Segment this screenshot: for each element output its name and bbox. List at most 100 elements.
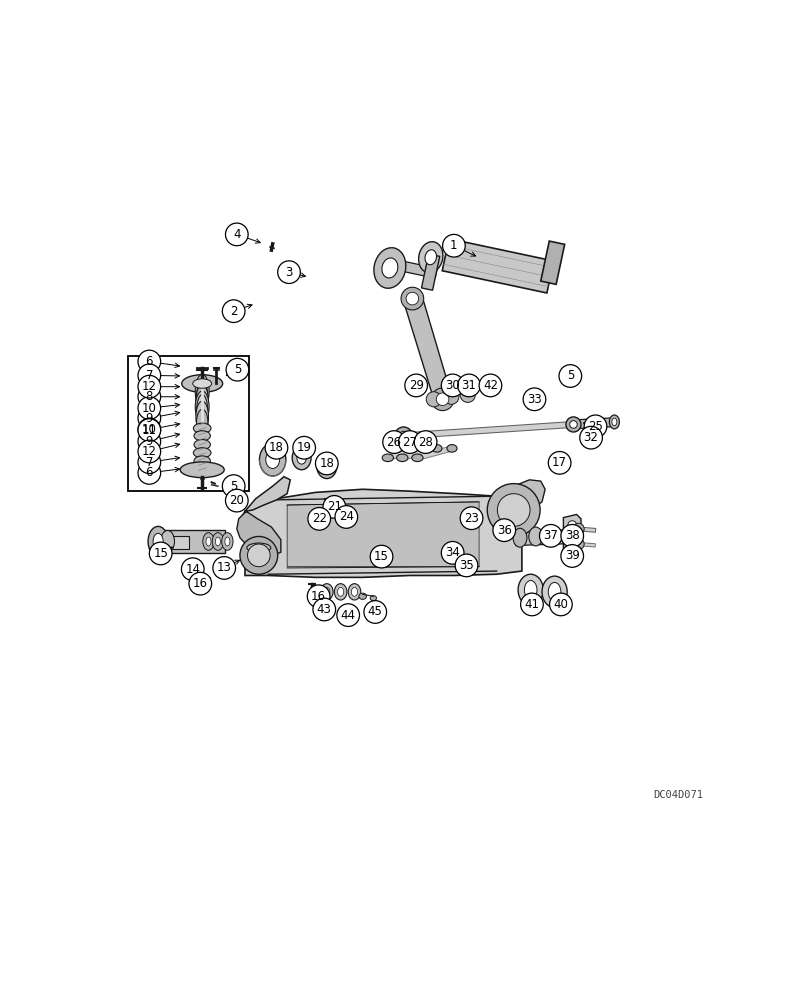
Circle shape xyxy=(225,223,248,246)
Ellipse shape xyxy=(225,537,230,546)
Ellipse shape xyxy=(203,533,214,550)
Circle shape xyxy=(189,572,212,595)
Text: 9: 9 xyxy=(145,412,153,425)
Polygon shape xyxy=(154,536,189,549)
Text: 4: 4 xyxy=(233,228,240,241)
Polygon shape xyxy=(395,260,436,278)
Circle shape xyxy=(455,554,477,577)
Circle shape xyxy=(441,374,463,397)
Circle shape xyxy=(398,431,421,453)
Polygon shape xyxy=(287,502,478,567)
Ellipse shape xyxy=(195,391,209,423)
Text: 32: 32 xyxy=(583,431,598,444)
Ellipse shape xyxy=(513,528,526,547)
Text: DC04D071: DC04D071 xyxy=(653,790,703,800)
Text: 42: 42 xyxy=(483,379,497,392)
Circle shape xyxy=(138,350,161,373)
Circle shape xyxy=(520,593,543,616)
Circle shape xyxy=(312,598,335,621)
Text: 18: 18 xyxy=(268,441,284,454)
Circle shape xyxy=(293,436,315,459)
Circle shape xyxy=(431,388,453,411)
Ellipse shape xyxy=(195,401,208,433)
Ellipse shape xyxy=(316,453,337,479)
Text: 38: 38 xyxy=(564,529,579,542)
Polygon shape xyxy=(421,254,440,290)
Text: 7: 7 xyxy=(145,456,153,469)
Text: 5: 5 xyxy=(566,369,573,382)
Circle shape xyxy=(547,452,570,474)
Ellipse shape xyxy=(396,454,407,462)
Ellipse shape xyxy=(196,381,208,412)
Ellipse shape xyxy=(195,374,209,409)
Circle shape xyxy=(382,431,405,453)
Circle shape xyxy=(492,519,515,541)
Text: 22: 22 xyxy=(311,512,326,525)
Circle shape xyxy=(138,407,161,429)
Text: 12: 12 xyxy=(142,380,157,393)
Ellipse shape xyxy=(292,446,311,470)
Ellipse shape xyxy=(196,395,208,429)
Ellipse shape xyxy=(196,409,208,435)
Text: 28: 28 xyxy=(418,436,432,449)
Ellipse shape xyxy=(265,451,279,469)
Text: 10: 10 xyxy=(142,402,157,415)
Text: 45: 45 xyxy=(367,605,382,618)
Ellipse shape xyxy=(320,584,333,600)
Text: 30: 30 xyxy=(444,379,460,392)
Circle shape xyxy=(222,300,245,323)
Ellipse shape xyxy=(424,250,436,265)
Text: 37: 37 xyxy=(543,529,558,542)
Ellipse shape xyxy=(348,584,360,600)
Circle shape xyxy=(406,292,418,305)
Circle shape xyxy=(138,440,161,463)
Circle shape xyxy=(277,261,300,283)
Ellipse shape xyxy=(411,454,423,462)
Circle shape xyxy=(414,431,436,453)
Text: 3: 3 xyxy=(285,266,292,279)
Ellipse shape xyxy=(446,445,457,452)
Circle shape xyxy=(579,426,602,449)
Text: 24: 24 xyxy=(338,510,354,523)
Ellipse shape xyxy=(180,462,224,478)
Ellipse shape xyxy=(161,530,174,553)
Circle shape xyxy=(315,452,337,475)
Text: 16: 16 xyxy=(311,590,326,603)
Circle shape xyxy=(138,397,161,419)
Circle shape xyxy=(138,364,161,387)
Ellipse shape xyxy=(541,576,566,608)
Text: 9: 9 xyxy=(145,435,153,448)
Circle shape xyxy=(212,557,235,579)
Circle shape xyxy=(181,558,204,581)
Circle shape xyxy=(265,436,287,459)
Circle shape xyxy=(138,451,161,474)
Ellipse shape xyxy=(206,537,211,546)
Ellipse shape xyxy=(215,537,220,546)
Circle shape xyxy=(337,513,346,523)
Circle shape xyxy=(436,393,448,406)
Circle shape xyxy=(138,418,161,441)
Text: 8: 8 xyxy=(145,390,152,403)
Text: 17: 17 xyxy=(551,456,566,469)
Circle shape xyxy=(444,389,458,404)
Ellipse shape xyxy=(394,427,412,445)
Ellipse shape xyxy=(194,456,210,466)
Ellipse shape xyxy=(358,593,366,599)
Circle shape xyxy=(560,545,583,567)
Ellipse shape xyxy=(221,533,233,550)
Circle shape xyxy=(222,475,245,497)
Polygon shape xyxy=(497,480,544,513)
Circle shape xyxy=(370,545,393,568)
Polygon shape xyxy=(540,241,564,284)
Text: 35: 35 xyxy=(458,559,474,572)
Circle shape xyxy=(487,484,539,536)
Polygon shape xyxy=(576,418,614,429)
Text: 5: 5 xyxy=(230,480,237,493)
Ellipse shape xyxy=(381,258,397,278)
Text: 25: 25 xyxy=(587,420,603,433)
Circle shape xyxy=(441,541,463,564)
Circle shape xyxy=(457,374,480,397)
Text: 15: 15 xyxy=(374,550,388,563)
Circle shape xyxy=(522,388,545,411)
Text: 6: 6 xyxy=(145,466,153,479)
